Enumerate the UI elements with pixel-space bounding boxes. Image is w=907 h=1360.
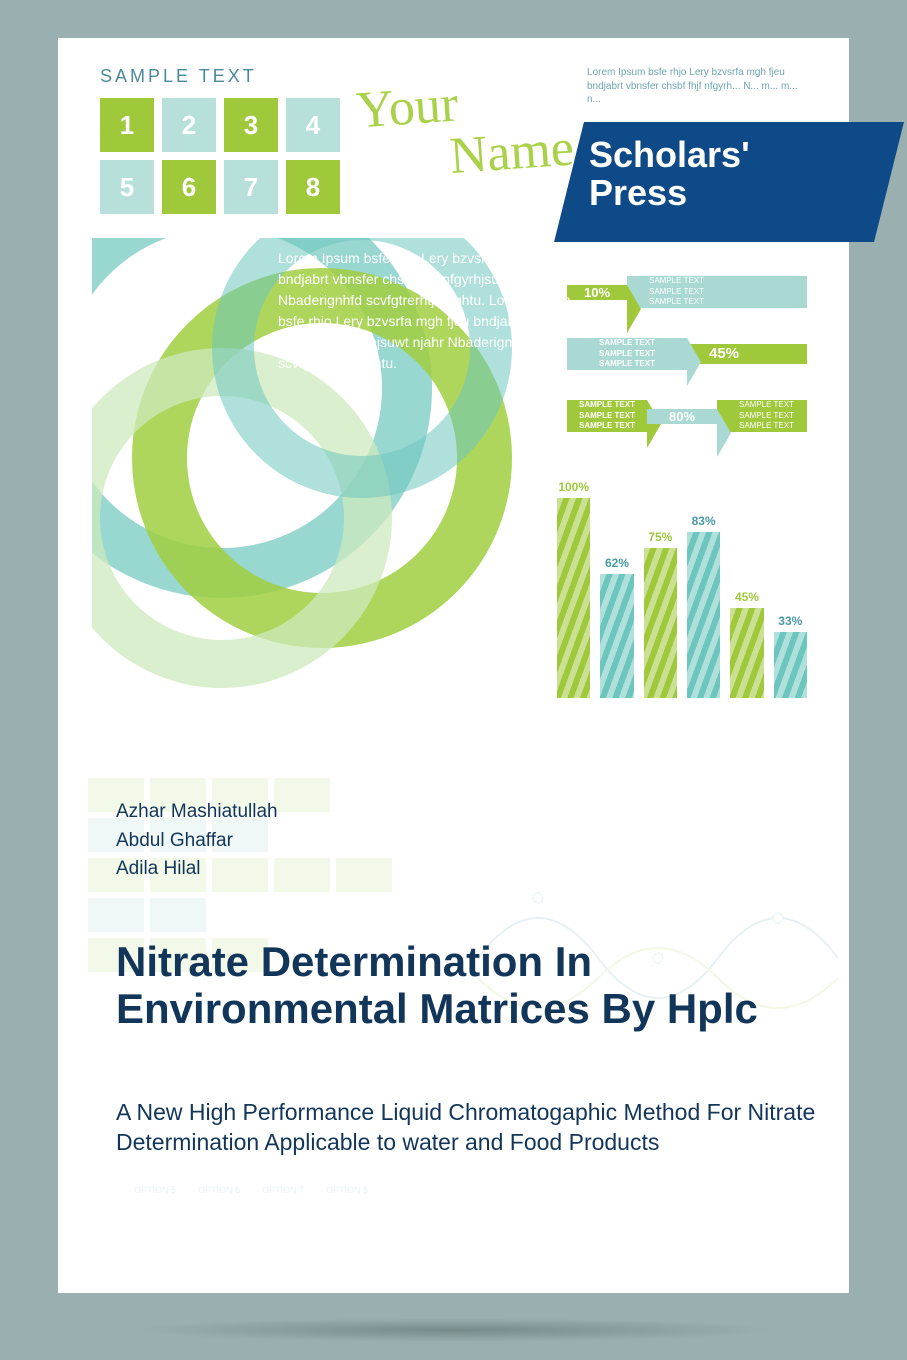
- publisher-line1: Scholars': [589, 134, 750, 175]
- percent-bar-2: SAMPLE TEXT SAMPLE TEXT SAMPLE TEXT45%: [567, 330, 807, 378]
- option-chip: OPTION 6: [192, 1182, 252, 1198]
- publisher-line2: Press: [589, 172, 687, 213]
- number-grid: 1234 5678: [100, 98, 340, 214]
- author: Azhar Mashiatullah: [116, 798, 278, 827]
- top-right-lorem: Lorem Ipsum bsfe rhjo Lery bzvsrfa mgh f…: [587, 66, 807, 107]
- bar-100%: 100%: [557, 480, 590, 698]
- bar-62%: 62%: [600, 556, 633, 698]
- options-strip: OPTION 5OPTION 6OPTION 7OPTION 8: [128, 1182, 380, 1198]
- number-box-7: 7: [224, 160, 278, 214]
- option-chip: OPTION 7: [256, 1182, 316, 1198]
- your-name-line2: Name: [448, 123, 575, 184]
- number-box-8: 8: [286, 160, 340, 214]
- bar-75%: 75%: [644, 530, 677, 698]
- your-name-line1: Your: [354, 76, 459, 140]
- number-box-5: 5: [100, 160, 154, 214]
- swirl-lorem-text: Lorem Ipsum bsfe rhjo Lery bzvsrfa mgh f…: [278, 248, 578, 374]
- your-name-script: Your Name: [355, 71, 576, 190]
- option-chip: OPTION 8: [320, 1182, 380, 1198]
- bar-33%: 33%: [774, 614, 807, 698]
- number-box-4: 4: [286, 98, 340, 152]
- book-cover: SAMPLE TEXT 1234 5678 Your Name Lorem Ips…: [58, 38, 849, 1293]
- author: Adila Hilal: [116, 855, 278, 884]
- number-box-2: 2: [162, 98, 216, 152]
- bar-45%: 45%: [730, 590, 763, 698]
- authors-block: Azhar MashiatullahAbdul GhaffarAdila Hil…: [116, 798, 278, 884]
- option-chip: OPTION 5: [128, 1182, 188, 1198]
- percent-bars: 10%SAMPLE TEXT SAMPLE TEXT SAMPLE TEXT SA…: [567, 268, 807, 454]
- percent-bar-1: 10%SAMPLE TEXT SAMPLE TEXT SAMPLE TEXT: [567, 268, 807, 316]
- bar-83%: 83%: [687, 514, 720, 698]
- author: Abdul Ghaffar: [116, 827, 278, 856]
- publisher-badge: Scholars' Press: [589, 136, 849, 212]
- number-box-3: 3: [224, 98, 278, 152]
- number-box-6: 6: [162, 160, 216, 214]
- percent-bar-3: SAMPLE TEXT SAMPLE TEXT SAMPLE TEXT80%SA…: [567, 392, 807, 440]
- drop-shadow: [134, 1318, 774, 1342]
- book-subtitle: A New High Performance Liquid Chromatoga…: [116, 1098, 816, 1158]
- bar-chart: 100% 62% 75% 83% 45% 33%: [557, 468, 807, 698]
- number-box-1: 1: [100, 98, 154, 152]
- book-title: Nitrate Determination In Environmental M…: [116, 938, 796, 1032]
- sample-text-heading: SAMPLE TEXT: [100, 66, 257, 87]
